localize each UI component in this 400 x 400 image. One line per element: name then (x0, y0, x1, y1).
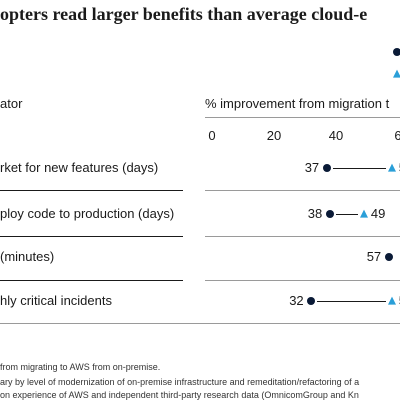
row-label: rket for new features (days) (0, 160, 159, 175)
low-value-label: 57 (366, 249, 382, 264)
legend-triangle-marker (393, 69, 400, 78)
row-label: hly critical incidents (0, 293, 112, 308)
high-value-label: 49 (370, 206, 386, 221)
row-divider (205, 190, 400, 191)
range-line (335, 214, 358, 215)
low-value-label: 38 (307, 206, 323, 221)
column-header-improvement: % improvement from migration t (205, 96, 390, 111)
x-tick-label: 0 (208, 128, 216, 143)
row-divider (0, 280, 183, 281)
high-value-label: 5 (399, 293, 400, 308)
low-value-dot (325, 210, 334, 218)
footnote-2: ary by level of modernization of on-prem… (0, 377, 360, 387)
x-tick-label: 20 (266, 128, 282, 143)
low-value-dot (307, 297, 316, 305)
chart-title: opters read larger benefits than average… (0, 4, 368, 24)
legend-dot-marker (393, 48, 400, 56)
high-value-triangle (359, 209, 368, 218)
footnote-1: from migrating to AWS from on-premise. (0, 362, 161, 372)
row-label: ploy code to production (days) (0, 206, 175, 221)
high-value-triangle (387, 163, 396, 172)
high-value-label: 5 (399, 160, 400, 175)
footnote-3: on experience of AWS and independent thi… (0, 390, 359, 400)
x-tick-label: 40 (328, 128, 344, 143)
row-divider (0, 323, 400, 324)
column-header-indicator: ator (0, 96, 23, 111)
range-line (317, 301, 386, 302)
high-value-triangle (387, 296, 396, 305)
low-value-label: 37 (304, 160, 320, 175)
low-value-dot (384, 253, 393, 261)
x-tick-label: 6 (394, 128, 400, 143)
row-divider (205, 280, 400, 281)
header-divider (205, 117, 400, 118)
row-divider (0, 236, 183, 237)
row-label: (minutes) (0, 249, 55, 264)
range-line (332, 168, 386, 169)
low-value-dot (322, 164, 331, 172)
row-divider (0, 190, 183, 191)
row-divider (205, 236, 400, 237)
low-value-label: 32 (289, 293, 304, 308)
